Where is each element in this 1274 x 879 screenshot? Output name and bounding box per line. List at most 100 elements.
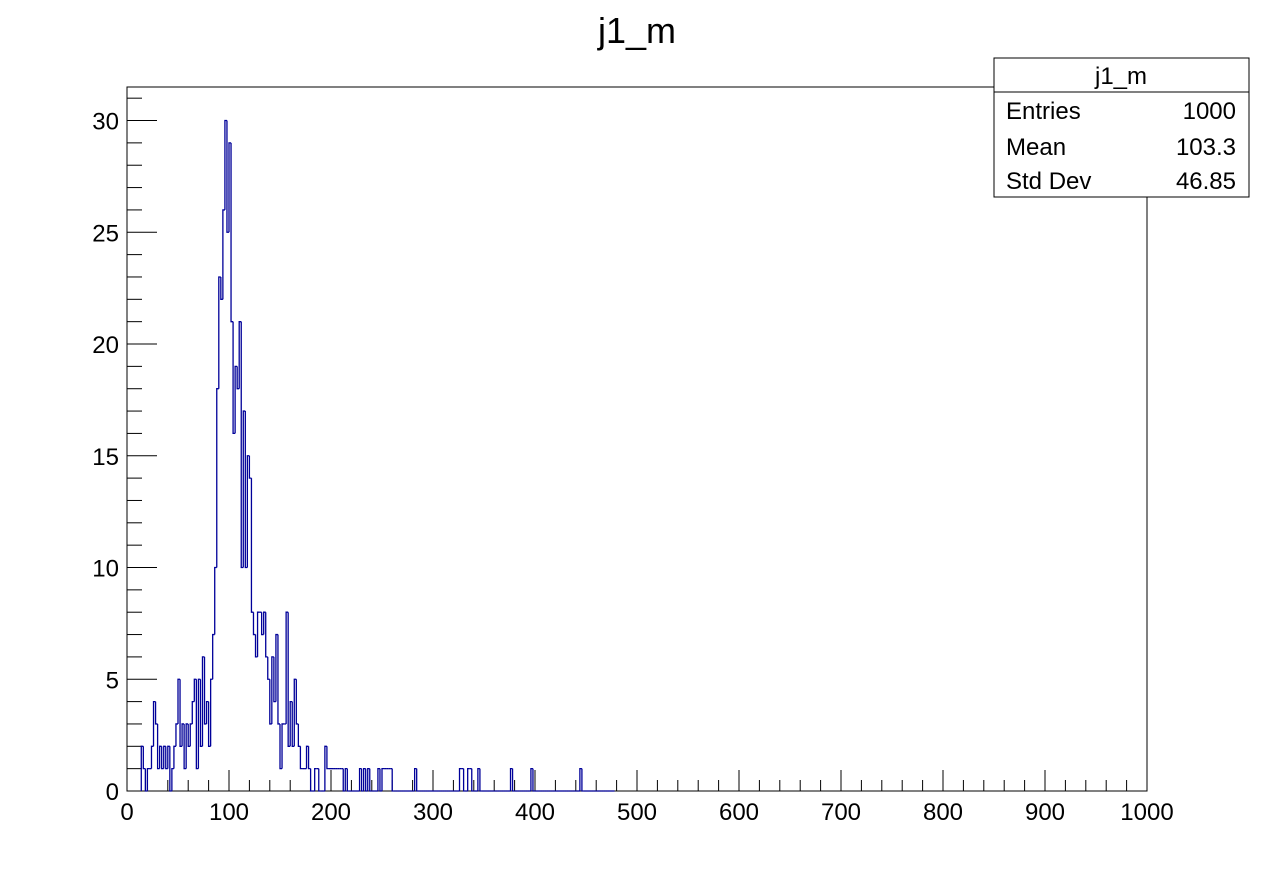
histogram-bin bbox=[195, 679, 199, 770]
histogram-bin bbox=[381, 768, 385, 791]
histogram-bin bbox=[234, 365, 238, 434]
histogram-bin bbox=[156, 723, 160, 770]
histogram-bin bbox=[416, 768, 419, 792]
histogram-bin bbox=[360, 768, 364, 792]
histogram-bin bbox=[346, 768, 350, 792]
histogram-bin bbox=[579, 768, 582, 791]
histogram-bin bbox=[173, 745, 176, 769]
x-tick-label: 800 bbox=[923, 799, 963, 826]
histogram-bin bbox=[379, 768, 382, 792]
histogram-bin bbox=[214, 566, 217, 635]
stats-mean-value: 103.3 bbox=[1176, 134, 1236, 161]
histogram-bin bbox=[471, 768, 474, 792]
histogram-bin bbox=[267, 656, 270, 680]
histogram-bin bbox=[252, 612, 256, 636]
histogram-bin bbox=[246, 455, 250, 568]
histogram-bin bbox=[250, 478, 254, 613]
histogram-bin bbox=[220, 276, 223, 300]
histogram-bin bbox=[154, 701, 158, 725]
histogram-bin bbox=[197, 678, 201, 769]
x-tick-label: 900 bbox=[1025, 799, 1065, 826]
histogram-bin bbox=[218, 276, 221, 389]
histogram-bin bbox=[256, 611, 260, 657]
histogram-bin bbox=[342, 768, 346, 792]
histogram-bin bbox=[318, 768, 321, 792]
y-tick-label: 5 bbox=[106, 667, 119, 694]
histogram-bin bbox=[511, 768, 515, 792]
histogram-bin bbox=[240, 321, 244, 569]
stats-box-title: j1_m bbox=[1094, 63, 1147, 90]
histogram-bin bbox=[509, 768, 513, 791]
histogram-bin bbox=[163, 745, 166, 769]
histogram-bin bbox=[269, 679, 272, 725]
histogram-bin bbox=[413, 768, 417, 791]
y-tick-label: 20 bbox=[92, 332, 119, 359]
y-tick-label: 10 bbox=[92, 556, 119, 583]
histogram-bin bbox=[477, 768, 480, 791]
histogram-bin bbox=[228, 142, 232, 233]
histogram-bin bbox=[209, 678, 213, 747]
histogram-bin bbox=[191, 700, 195, 724]
histogram-bin bbox=[150, 745, 154, 769]
histogram-bin bbox=[179, 679, 183, 747]
histogram-bin bbox=[365, 768, 368, 792]
histogram-bin bbox=[207, 701, 211, 747]
histogram-bin bbox=[295, 679, 299, 725]
histogram-bin bbox=[307, 746, 311, 770]
stats-box-frame bbox=[993, 57, 1250, 198]
histogram-bin bbox=[232, 321, 236, 435]
histogram-bin bbox=[242, 410, 246, 568]
histogram-bin bbox=[265, 612, 268, 658]
histogram-bin bbox=[297, 723, 301, 747]
histogram-bin bbox=[479, 768, 482, 792]
x-tick-label: 100 bbox=[209, 799, 249, 826]
histogram-bin bbox=[177, 678, 181, 724]
histogram-bin bbox=[146, 768, 150, 791]
histogram-bin bbox=[175, 723, 178, 747]
histogram-bin bbox=[293, 678, 297, 747]
histogram-bin bbox=[344, 768, 348, 791]
histogram-bin bbox=[201, 656, 205, 747]
histogram-bin bbox=[205, 700, 209, 724]
y-tick-label: 25 bbox=[92, 220, 119, 247]
histogram-bin bbox=[273, 656, 276, 703]
histogram-bin bbox=[260, 612, 264, 636]
histogram-bin bbox=[291, 701, 295, 747]
histogram-bin bbox=[236, 366, 240, 390]
histogram-bin bbox=[254, 634, 258, 658]
stats-entries-label: Entries bbox=[1006, 98, 1081, 125]
histogram-bin bbox=[216, 388, 219, 568]
histogram-bin bbox=[185, 723, 189, 769]
histogram-bin bbox=[462, 768, 466, 792]
histogram-bin bbox=[263, 611, 266, 635]
histogram-bin bbox=[289, 700, 293, 747]
x-tick-label: 0 bbox=[120, 799, 133, 826]
histogram-bin bbox=[530, 768, 533, 791]
histogram-bin bbox=[144, 768, 148, 792]
histogram-bin bbox=[287, 612, 291, 747]
histogram-bin bbox=[167, 745, 170, 769]
histogram-bin bbox=[391, 768, 395, 792]
histogram-bin bbox=[169, 746, 172, 792]
histogram-bin bbox=[285, 611, 289, 724]
chart-title: j1_m bbox=[597, 10, 676, 51]
histogram-bin bbox=[244, 411, 248, 569]
stats-stddev-label: Std Dev bbox=[1006, 168, 1091, 195]
x-tick-label: 1000 bbox=[1120, 799, 1173, 826]
histogram-bin bbox=[181, 723, 185, 747]
histogram-bin bbox=[212, 633, 215, 680]
histogram-bin bbox=[199, 679, 203, 747]
histogram-bin bbox=[362, 768, 366, 791]
histogram-bin bbox=[369, 768, 372, 792]
histogram-bin bbox=[581, 768, 584, 792]
histogram-bin bbox=[165, 746, 168, 770]
histogram-bin bbox=[187, 723, 191, 747]
histogram-bin bbox=[279, 723, 283, 770]
histogram-bin bbox=[171, 768, 174, 791]
histogram-bin bbox=[277, 634, 280, 725]
histogram-bin bbox=[224, 119, 227, 210]
histogram-bin bbox=[532, 768, 535, 792]
histogram-bin bbox=[140, 745, 144, 791]
x-tick-label: 500 bbox=[617, 799, 657, 826]
histogram-bin bbox=[203, 656, 207, 725]
